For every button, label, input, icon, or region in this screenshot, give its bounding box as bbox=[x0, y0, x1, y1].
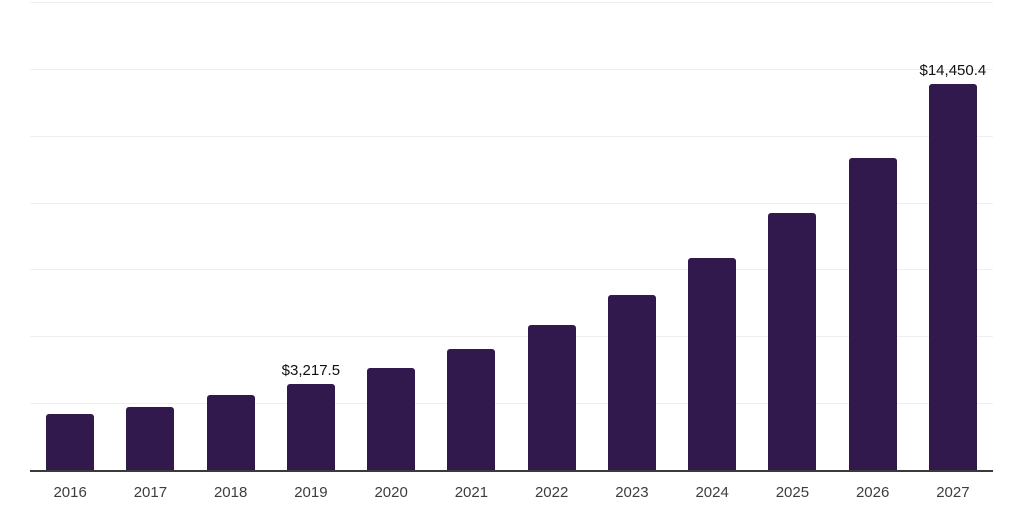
x-label-2019: 2019 bbox=[294, 484, 328, 501]
gridline-5000 bbox=[30, 336, 993, 338]
value-label-2027: $14,450.4 bbox=[919, 61, 987, 79]
gridline-7500 bbox=[30, 269, 993, 271]
value-label-2019: $3,217.5 bbox=[281, 361, 341, 379]
bar-2018 bbox=[206, 395, 255, 470]
bar-2017 bbox=[126, 406, 175, 470]
bar-2023 bbox=[607, 294, 656, 470]
gridline-10000 bbox=[30, 202, 993, 204]
x-label-2027: 2027 bbox=[936, 484, 970, 501]
x-label-2026: 2026 bbox=[855, 484, 890, 501]
x-label-2022: 2022 bbox=[534, 484, 569, 501]
plot-area: $3,217.5 $14,450.4 bbox=[30, 2, 993, 472]
x-label-2017: 2017 bbox=[133, 484, 168, 501]
bar-2026 bbox=[848, 157, 897, 470]
gridline-15000 bbox=[30, 68, 993, 70]
bar-2019 bbox=[286, 383, 335, 470]
bar-2021 bbox=[447, 349, 496, 470]
gridline-2500 bbox=[30, 403, 993, 405]
x-label-2016: 2016 bbox=[53, 484, 87, 501]
x-label-2020: 2020 bbox=[374, 484, 408, 501]
bar-2020 bbox=[367, 368, 416, 470]
x-axis-line bbox=[30, 470, 993, 472]
bar-2022 bbox=[527, 324, 576, 470]
x-label-2021: 2021 bbox=[454, 484, 489, 501]
bar-2025 bbox=[768, 212, 817, 470]
bar-2016 bbox=[46, 414, 95, 470]
x-label-2018: 2018 bbox=[213, 484, 248, 501]
bar-2024 bbox=[688, 257, 737, 470]
bar-2027 bbox=[928, 83, 977, 470]
gridline-17500 bbox=[30, 2, 993, 3]
gridline-12500 bbox=[30, 135, 993, 137]
x-label-2025: 2025 bbox=[775, 484, 810, 501]
x-label-2023: 2023 bbox=[615, 484, 649, 501]
x-label-2024: 2024 bbox=[695, 484, 729, 501]
